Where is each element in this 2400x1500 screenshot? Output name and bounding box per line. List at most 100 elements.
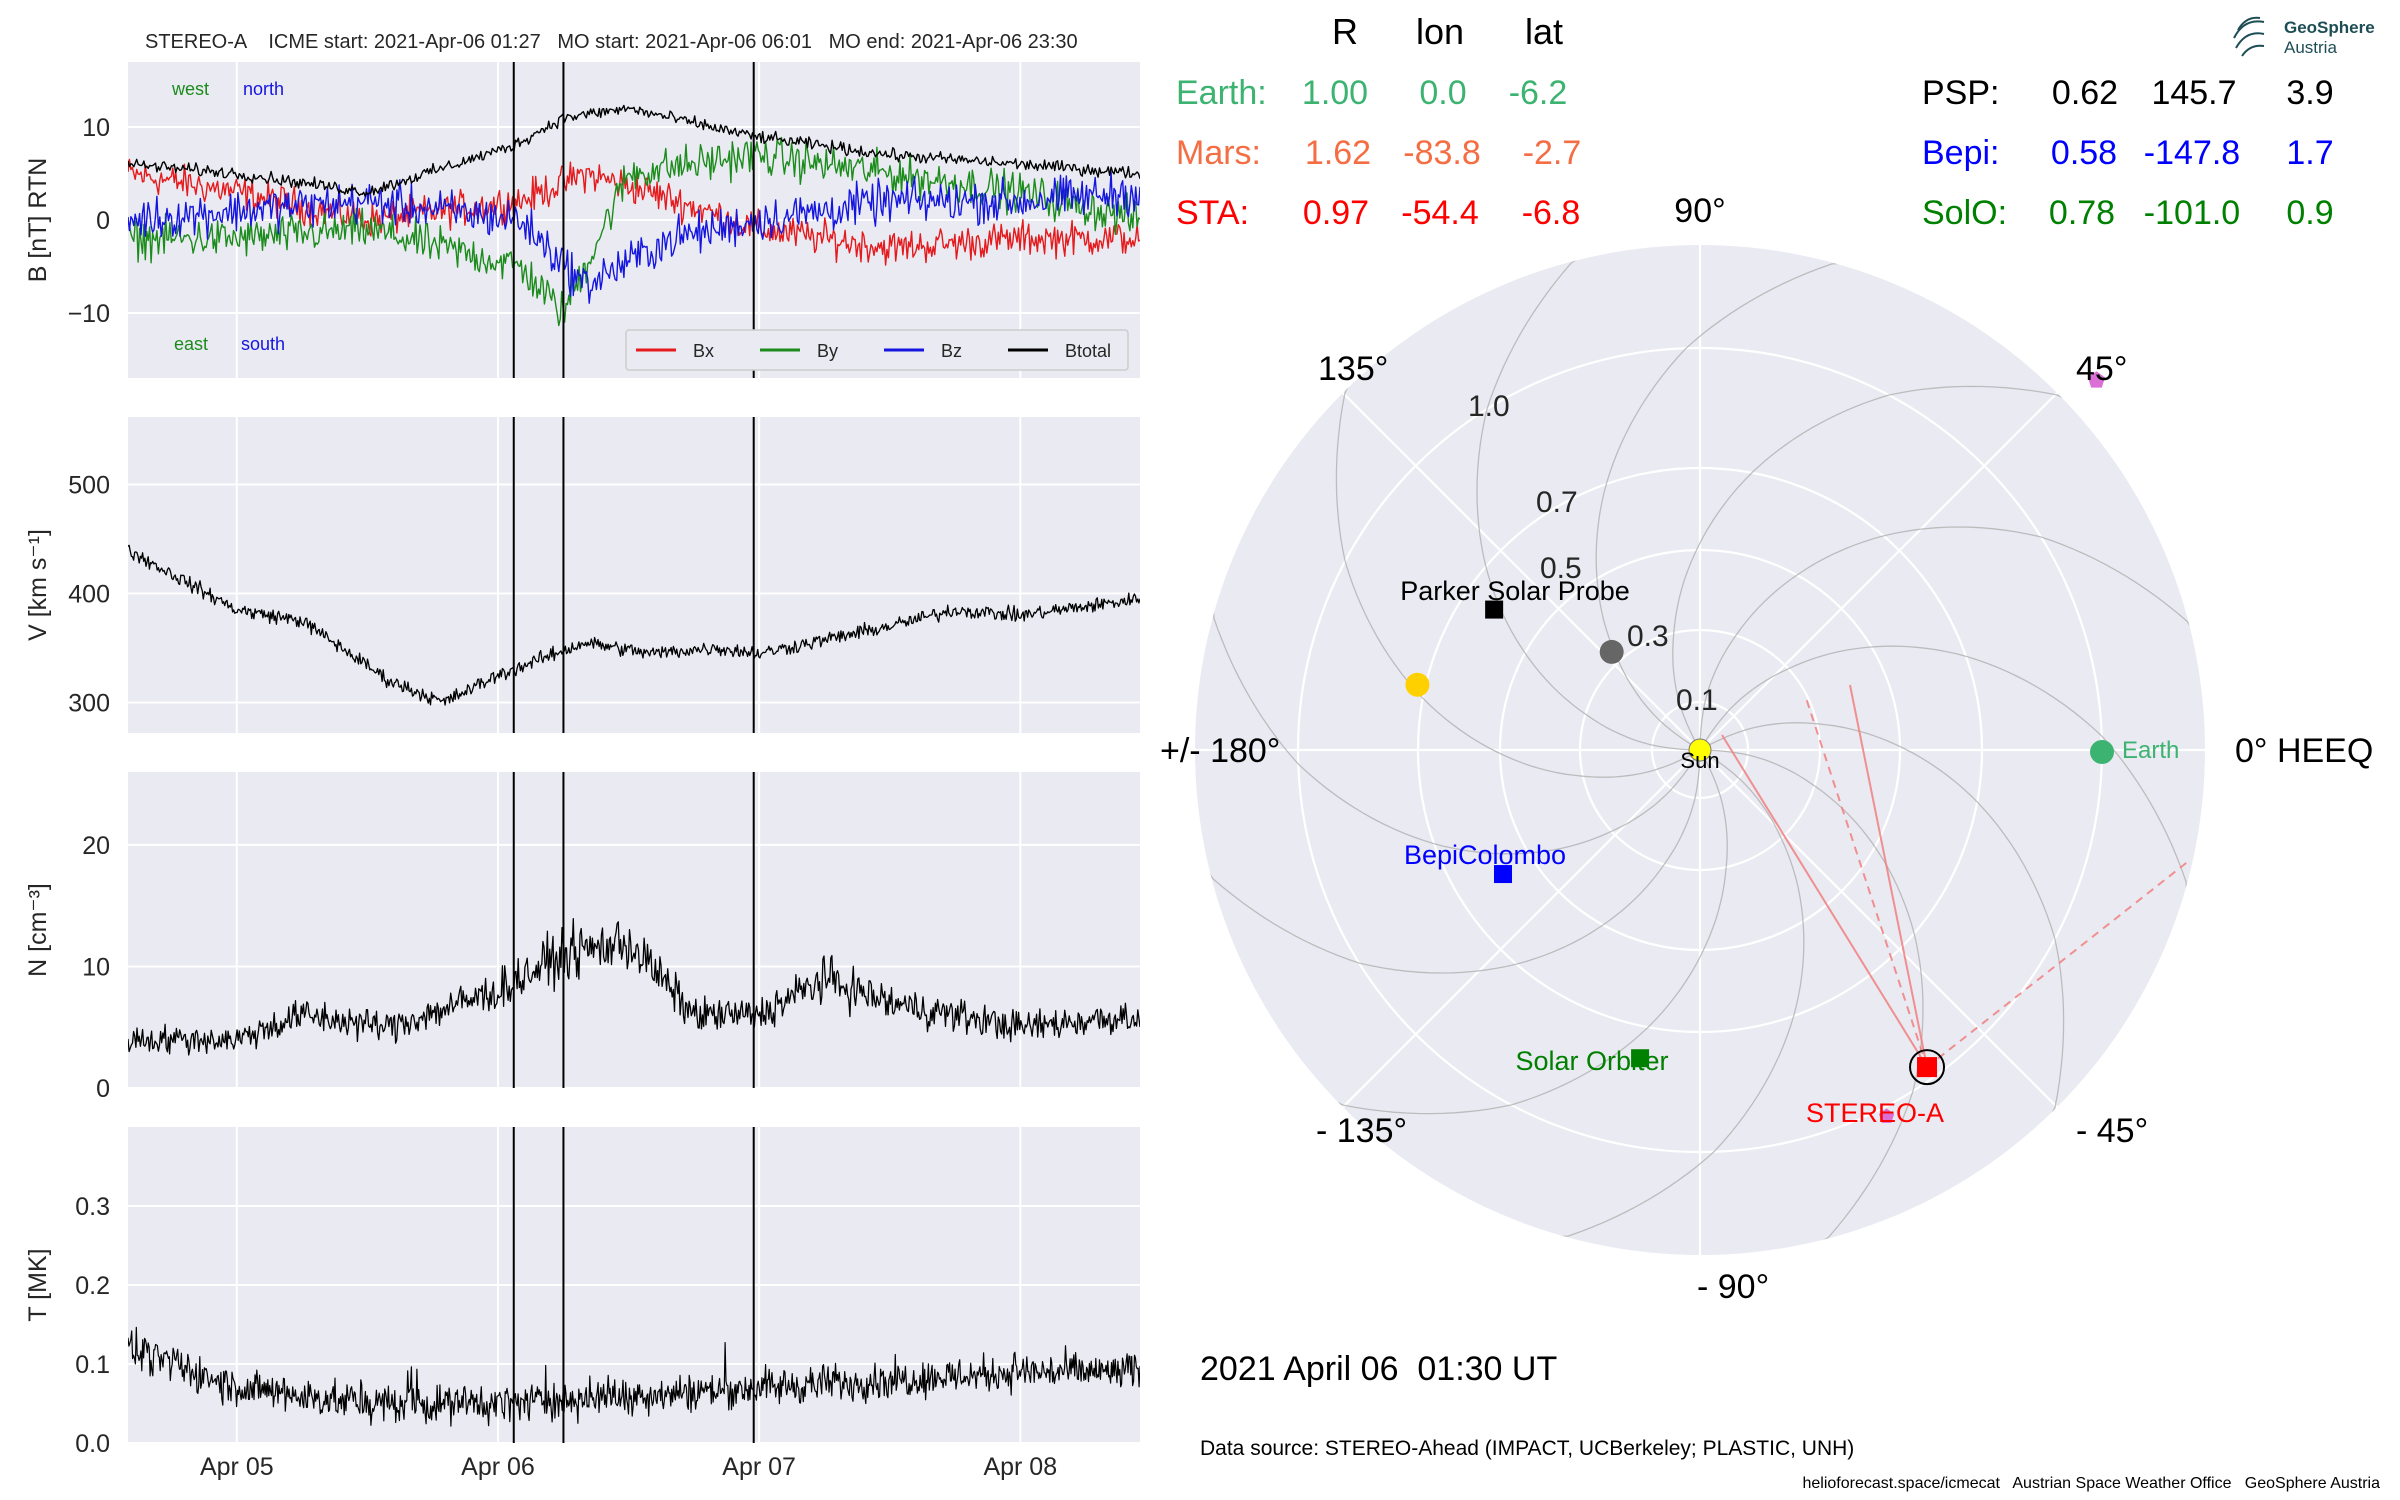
- angle-label-m45: - 45°: [2076, 1112, 2148, 1150]
- angle-label-0: 0° HEEQ: [2235, 732, 2373, 770]
- solo-marker: [1631, 1049, 1650, 1068]
- radial-tick-0.1: 0.1: [1676, 684, 1718, 717]
- legend-bz: Bz: [941, 341, 962, 361]
- row-solo-lon: -101.0: [2144, 194, 2240, 232]
- temperature-panel: 0.3 0.2 0.1 0.0 T [MK] Apr 05 Apr 06 Apr 07 Ap…: [24, 1127, 1140, 1481]
- label-west: west: [171, 79, 209, 99]
- b-legend: Bx By Bz Btotal: [625, 329, 1129, 371]
- label-psp: Parker Solar Probe: [1400, 576, 1630, 606]
- venus-marker: [1405, 672, 1430, 697]
- series-line-data: [128, 917, 1140, 1056]
- row-mars-name: Mars:: [1176, 134, 1261, 172]
- credits: helioforecast.space/icmecat Austrian Spa…: [1803, 1475, 2381, 1492]
- angle-label-m135: - 135°: [1316, 1112, 1407, 1150]
- row-solo-lat: 0.9: [2286, 194, 2333, 232]
- row-earth-name: Earth:: [1176, 74, 1267, 112]
- y-tick-label: 0.0: [75, 1430, 110, 1458]
- y-tick-label: 300: [68, 689, 110, 717]
- table-col-r: R: [1332, 11, 1358, 52]
- sun-marker: [1688, 738, 1712, 762]
- n-ylabel: N [cm⁻³]: [24, 883, 52, 977]
- y-tick-label: −10: [68, 300, 110, 328]
- parker-spiral: [1699, 526, 2205, 834]
- position-table: R lon lat Earth: 1.00 0.0 -6.2 Mars: 1.6…: [1176, 11, 2334, 232]
- parker-spiral: [1476, 245, 1784, 751]
- legend-bx: Bx: [693, 341, 714, 361]
- row-earth-lon: 0.0: [1419, 74, 1466, 112]
- row-earth-r: 1.00: [1302, 74, 1368, 112]
- label-bepi: BepiColombo: [1404, 840, 1566, 870]
- y-tick-label: 0: [96, 207, 110, 235]
- row-bepi-lat: 1.7: [2286, 134, 2333, 172]
- row-sta-lon: -54.4: [1401, 194, 1479, 232]
- row-mars-lon: -83.8: [1403, 134, 1481, 172]
- angular-gridline: [1699, 749, 2058, 1108]
- y-tick-label: 0: [96, 1075, 110, 1103]
- y-tick-label: 0.3: [75, 1193, 110, 1221]
- label-east: east: [174, 334, 208, 354]
- table-col-lat: lat: [1525, 11, 1563, 52]
- geosphere-logo: GeoSphere Austria: [2233, 16, 2375, 57]
- y-tick-label: 0.2: [75, 1272, 110, 1300]
- y-tick-label: 10: [82, 953, 110, 981]
- x-tick-label: Apr 05: [200, 1453, 274, 1481]
- label-solo: Solar Orbiter: [1515, 1046, 1668, 1076]
- plot-date: 2021 April 06 01:30 UT: [1200, 1350, 1557, 1388]
- series-line-data: [128, 1326, 1140, 1427]
- angular-gridline: [1342, 392, 1701, 751]
- row-bepi-lon: -147.8: [2144, 134, 2240, 172]
- sta-fov-line: [1804, 694, 1928, 1068]
- row-solo-name: SolO:: [1922, 194, 2007, 232]
- x-tick-label: Apr 08: [983, 1453, 1057, 1481]
- v-ylabel: V [km s⁻¹]: [24, 529, 52, 641]
- earth-marker: [2090, 740, 2114, 764]
- stereo-a-ring: [1909, 1049, 1946, 1086]
- series-line-bz: [128, 171, 1140, 304]
- magnetic-field-panel: 100−10 B [nT] RTN west north east south …: [24, 62, 1140, 378]
- row-earth-lat: -6.2: [1509, 74, 1568, 112]
- row-sta-name: STA:: [1176, 194, 1249, 232]
- angle-label-135: 135°: [1318, 350, 1388, 388]
- series-line-btotal: [128, 104, 1140, 197]
- y-tick-label: 400: [68, 581, 110, 609]
- density-panel: 20 10 0 N [cm⁻³]: [24, 772, 1140, 1103]
- label-sun: Sun: [1680, 748, 1719, 773]
- parker-spiral: [1616, 749, 1924, 1255]
- y-tick-label: 500: [68, 472, 110, 500]
- angular-gridline: [1342, 749, 1701, 1108]
- velocity-panel: 500 400 300 V [km s⁻¹]: [24, 417, 1140, 733]
- t-ylabel: T [MK]: [24, 1248, 52, 1321]
- angle-label-180: +/- 180°: [1160, 732, 1280, 770]
- stereo-a-marker: [1917, 1057, 1938, 1078]
- label-south: south: [241, 334, 285, 354]
- row-mars-r: 1.62: [1305, 134, 1371, 172]
- legend-by: By: [817, 341, 838, 361]
- bepi-marker: [1494, 865, 1513, 884]
- label-stereo-a: STEREO-A: [1806, 1098, 1944, 1128]
- sta-fov-line: [1721, 734, 1928, 1068]
- row-psp-r: 0.62: [2052, 74, 2118, 112]
- row-mars-lat: -2.7: [1523, 134, 1582, 172]
- x-tick-label: Apr 06: [461, 1453, 535, 1481]
- sta-footpoint-marker: [1879, 1108, 1895, 1123]
- polar-plot: 0° HEEQ 45° 90° 135° +/- 180° - 135° - 9…: [1160, 192, 2373, 1306]
- radial-tick-0.5: 0.5: [1540, 552, 1582, 585]
- mars-marker: [2087, 371, 2105, 388]
- psp-marker: [1485, 600, 1504, 619]
- row-bepi-r: 0.58: [2051, 134, 2117, 172]
- event-title: STEREO-A ICME start: 2021-Apr-06 01:27 M…: [145, 31, 1078, 53]
- row-psp-lon: 145.7: [2151, 74, 2236, 112]
- sta-fov-line: [1849, 684, 1929, 1068]
- geosphere-logo-icon: [2233, 16, 2265, 57]
- row-psp-name: PSP:: [1922, 74, 1999, 112]
- label-earth: Earth: [2122, 737, 2179, 764]
- radial-tick-1.0: 1.0: [1468, 390, 1510, 423]
- logo-line1: GeoSphere: [2284, 18, 2375, 37]
- radial-tick-0.7: 0.7: [1536, 486, 1578, 519]
- row-solo-r: 0.78: [2049, 194, 2115, 232]
- label-north: north: [243, 79, 284, 99]
- y-tick-label: 10: [82, 114, 110, 142]
- y-tick-label: 20: [82, 832, 110, 860]
- angle-label-m90: - 90°: [1697, 1268, 1769, 1306]
- row-sta-r: 0.97: [1303, 194, 1369, 232]
